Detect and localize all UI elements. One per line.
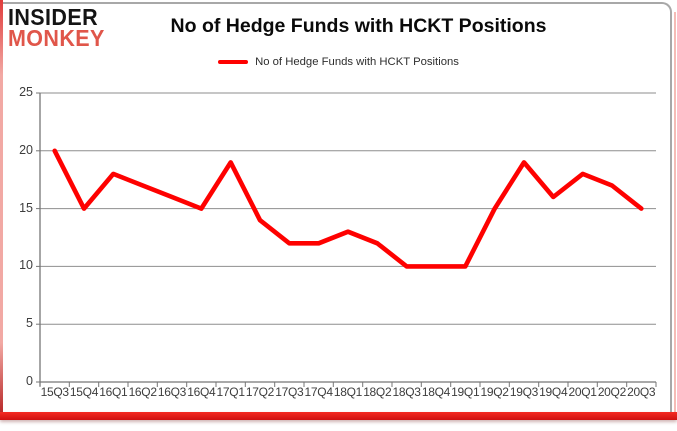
x-axis-labels: 15Q3 15Q4 16Q1 16Q2 16Q3 16Q4 17Q1 17Q2 17Q3 17Q4… bbox=[40, 385, 656, 399]
y-tick-label: 5 bbox=[26, 316, 33, 331]
x-tick-label: 16Q3 bbox=[157, 385, 187, 399]
left-red-edge bbox=[0, 0, 3, 418]
x-tick-label: 20Q2 bbox=[597, 385, 626, 399]
legend: No of Hedge Funds with HCKT Positions bbox=[0, 56, 677, 68]
x-tick-label: 19Q3 bbox=[509, 385, 538, 399]
x-tick-label: 17Q3 bbox=[275, 385, 304, 399]
x-tick-label: 15Q3 bbox=[40, 385, 69, 399]
x-tick-label: 19Q1 bbox=[451, 385, 480, 399]
legend-label: No of Hedge Funds with HCKT Positions bbox=[255, 56, 459, 68]
y-tick-label: 25 bbox=[19, 85, 33, 99]
x-tick-label: 18Q2 bbox=[363, 385, 392, 399]
x-tick-label: 18Q3 bbox=[392, 385, 421, 399]
legend-line-swatch bbox=[218, 59, 249, 65]
x-tick-label: 16Q4 bbox=[187, 385, 216, 399]
logo-text-monkey: MONKEY bbox=[8, 26, 105, 52]
x-tick-label: 19Q2 bbox=[480, 385, 509, 399]
x-tick-label: 17Q1 bbox=[216, 385, 245, 399]
chart-title: No of Hedge Funds with HCKT Positions bbox=[170, 15, 547, 37]
x-tick-label: 16Q2 bbox=[128, 385, 157, 399]
x-tick-label: 20Q1 bbox=[568, 385, 597, 399]
x-tick-label: 15Q4 bbox=[69, 385, 99, 399]
insider-monkey-logo: INSIDER MONKEY bbox=[8, 4, 105, 52]
x-tick-label: 17Q4 bbox=[304, 385, 333, 399]
y-tick-label: 20 bbox=[19, 142, 33, 157]
series-line bbox=[52, 148, 644, 269]
x-tick-label: 16Q1 bbox=[99, 385, 128, 399]
bottom-red-bar bbox=[0, 412, 677, 420]
y-tick-label: 10 bbox=[19, 258, 33, 273]
plot-svg bbox=[36, 92, 657, 387]
logo-text-insider: INSIDER bbox=[8, 4, 99, 31]
x-tick-label: 17Q2 bbox=[245, 385, 275, 399]
x-tick-label: 20Q3 bbox=[627, 385, 656, 399]
x-tick-label: 18Q4 bbox=[421, 385, 450, 399]
y-tick-label: 0 bbox=[26, 374, 33, 388]
right-pink-edge bbox=[674, 12, 676, 412]
x-tick-label: 18Q1 bbox=[333, 385, 363, 399]
plot-area: 25 20 15 10 5 0 15Q3 15Q4 16Q1 16Q2 16Q3 16Q4 17Q1 1… bbox=[0, 85, 677, 418]
x-tick-label: 19Q4 bbox=[539, 385, 568, 399]
y-tick-label: 15 bbox=[19, 200, 33, 215]
